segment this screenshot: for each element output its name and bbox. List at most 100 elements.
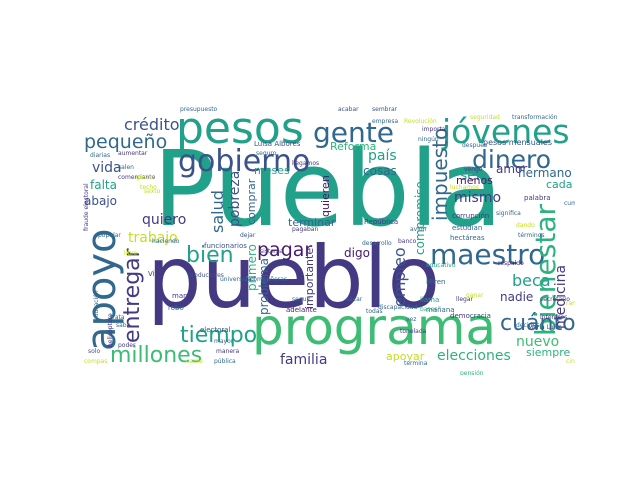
word-gobierno: gobierno [178,144,311,179]
word-companeras: compañeras [250,276,288,283]
word-siempre: siempre [526,346,571,359]
word-electoral: electoral [200,326,231,334]
word-aumentar: aumentar [118,150,148,157]
word-millones: millones [110,343,203,368]
word-tonelada: tonelada [400,328,427,335]
word-sembrar: sembrar [372,106,398,113]
word-intereses: intereses [540,314,568,321]
word-universidad: universidad [220,276,256,283]
word-credito: crédito [124,115,180,134]
word-amor: amor [496,162,528,176]
word-respaldo: respaldo [498,260,524,267]
word-compas: compas [84,358,108,365]
word-empleo: empleo [390,247,409,307]
word-seguridad: seguridad [470,114,500,121]
word-quiero: quiero [142,212,187,228]
word-sacar: sacar [346,296,363,303]
word-solo: solo [88,348,101,355]
word-ganar: ganar [466,292,484,299]
word-techo: techo [140,184,157,191]
word-apoyo: apoyo [80,228,125,351]
word-puebla: Puebla [153,128,503,250]
word-popular: popular [98,232,121,239]
word-hermano: hermano [518,166,572,180]
word-diarias: diarias [90,152,111,159]
word-primero: primero [245,244,259,291]
word-estudian: estudian [452,224,483,232]
word-bases: bases [420,306,438,313]
word-despues: después [462,142,488,149]
word-haciendo: haciendo [152,238,180,245]
word-todas: todas [366,308,383,315]
word-cuanto: cuánto [500,311,575,336]
word-reforma: Reforma [330,140,377,153]
word-pension: pensión [460,370,484,376]
word-empresa: empresa [372,118,399,125]
word-importa: importa [422,126,446,133]
word-presupuesto: presupuesto [180,106,218,113]
word-maestro: maestro [430,238,546,271]
word-gusto: gusto [136,174,153,181]
word-vida: vida [92,160,122,176]
word-desarrollo: desarrollo [362,240,392,247]
word-bien: bien [186,243,234,268]
word-banco: banco [398,238,417,245]
word-mano: mano [172,292,192,300]
word-dejar: dejar [240,232,256,239]
word-sistema: sistema [260,248,284,255]
word-luchamos: luchamos [450,184,479,191]
word-apoyar: apoyar [386,350,425,363]
word-abajo: abajo [84,194,117,208]
word-ningun: ningún [418,136,439,143]
word-vez: vez [406,316,417,323]
word-acabar: acabar [338,106,359,113]
word-pequeno: pequeño [84,131,168,153]
word-gente: gente [313,116,394,149]
word-trata: trata [110,314,125,321]
word-elecciones: elecciones [437,348,511,364]
word-pesos-mensuales: pesos mensuales [483,138,553,147]
word-trabajo: trabajo [128,230,178,246]
word-pagaban: pagaban [292,226,319,233]
word-vengo: vengo [464,166,483,173]
word-adelante: adelante [286,306,317,314]
word-falta: falta [90,178,117,192]
word-salen: salen [118,164,134,171]
word-digo: digo [344,246,370,260]
word-nadie: nadie [500,290,534,304]
word-hectareas: hectáreas [450,234,485,242]
word-jovenes: jóvenes [442,112,570,151]
word-viva: Viva [148,270,164,278]
word-programa: programa [252,298,497,356]
word-funcionarios: funcionarios [204,242,247,250]
word-nuevo: nuevo [516,334,560,350]
word-republica: República [364,218,399,226]
word-robo: robo [168,304,184,312]
word-pagar: pagar [257,239,313,261]
word-avion: avión [410,226,427,233]
word-seguir: seguir [292,296,311,303]
word-fraude-electoral: fraude electoral [83,183,90,231]
word-meses: meses [254,164,290,177]
word-pobreza: pobreza [227,170,243,227]
word-seis: seis [460,168,488,184]
word-revolucion: Revolución [404,118,437,125]
word-libre: libre [124,250,138,257]
word-comerciante: comerciante [118,174,156,181]
word-transformacion: transformación [512,114,558,121]
word-decirles: decirles [516,322,540,329]
word-poder: poder [118,342,136,349]
word-palabra: palabra [524,194,551,202]
word-cumplir: cumplir [564,200,575,207]
word-comprar: comprar [245,178,258,225]
word-salud: salud [208,190,227,233]
word-tiempo: tiempo [180,323,258,348]
word-dando: dando [516,222,535,229]
word-seguro: seguro [256,150,277,157]
word-publica: pública [214,358,236,365]
word-maria-luisa: María Luisa [528,324,563,331]
word-quieren: quieren [319,175,332,217]
word-terminar: terminar [288,216,336,229]
word-democracia: democracia [450,312,491,320]
word-mirem: Miren [426,278,446,286]
